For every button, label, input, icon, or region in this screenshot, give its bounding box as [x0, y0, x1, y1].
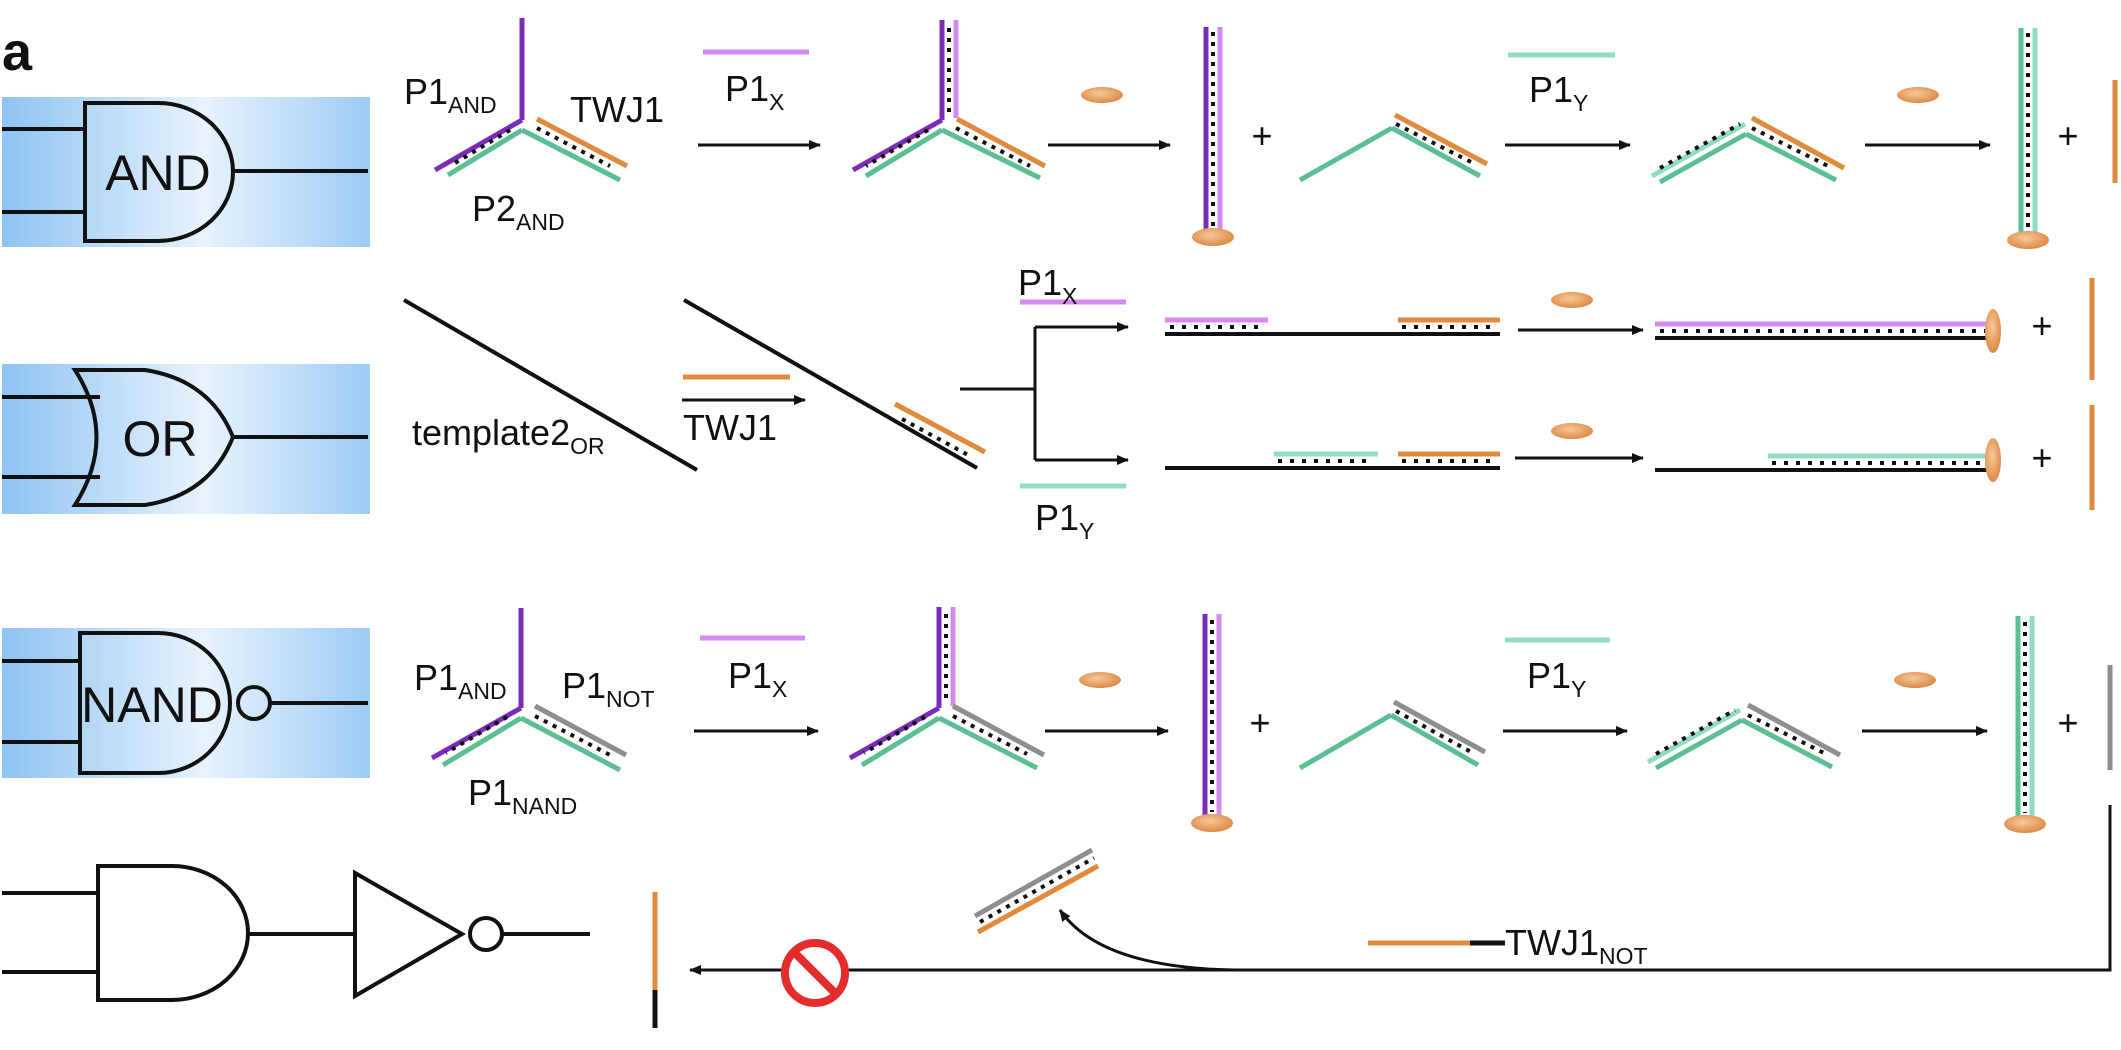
- nand-twj-initial: [430, 608, 628, 773]
- and-row: P1AND TWJ1 P2AND P1X +: [404, 18, 2118, 249]
- enzyme-icon: [1551, 292, 1593, 308]
- enzyme-icon: [1191, 814, 1233, 832]
- label-p1y: P1Y: [1527, 655, 1586, 702]
- enzyme-icon: [2004, 815, 2046, 833]
- p1not-twj1not-duplex: [973, 847, 1100, 935]
- or-template-p1y-twj1: [1165, 451, 1500, 470]
- nand-gate-label: NAND: [81, 677, 223, 733]
- enzyme-icon: [1894, 672, 1936, 688]
- plus-sign: +: [1251, 115, 1272, 156]
- or-gate-label: OR: [123, 411, 198, 467]
- template2or-strand: [402, 298, 699, 472]
- or-template-p1x-twj1: [1165, 317, 1500, 336]
- plus-sign: +: [2057, 115, 2078, 156]
- enzyme-icon: [1079, 672, 1121, 688]
- label-p1not: P1NOT: [562, 665, 655, 712]
- nand-twj-p1y-bound: [1646, 702, 1842, 771]
- enzyme-icon: [1897, 87, 1939, 103]
- label-p1y: P1Y: [1035, 497, 1094, 544]
- nand-twj-released: [1298, 699, 1487, 771]
- plus-sign: +: [1249, 702, 1270, 743]
- and-twj-initial: [433, 18, 629, 183]
- nand-twj-p1x-bound: [848, 607, 1046, 771]
- and-twj-p1x-bound: [851, 20, 1047, 181]
- or-gate-icon: OR: [2, 364, 370, 514]
- label-p1and: P1AND: [404, 71, 497, 118]
- label-twj1: TWJ1: [570, 89, 664, 130]
- or-duplex-p1y: [1655, 438, 2001, 482]
- and-not-equivalent-icon: [2, 864, 590, 1002]
- enzyme-icon: [1081, 87, 1123, 103]
- label-p1x: P1X: [725, 68, 784, 115]
- enzyme-icon: [1551, 423, 1593, 439]
- and-gate-icon: AND: [2, 97, 370, 247]
- label-p1nand: P1NAND: [468, 772, 577, 819]
- and-gate-label: AND: [105, 145, 211, 201]
- label-p1and: P1AND: [414, 657, 507, 704]
- or-template-twj1-bound: [683, 298, 987, 470]
- panel-letter: a: [2, 22, 33, 82]
- and-duplex-p1and-p1x: [1192, 27, 1234, 246]
- enzyme-icon: [1192, 228, 1234, 246]
- label-p1x: P1X: [728, 655, 787, 702]
- label-p1x: P1X: [1018, 262, 1077, 309]
- or-duplex-p1x: [1655, 309, 2001, 353]
- plus-sign: +: [2031, 437, 2052, 478]
- nand-gate-icon: NAND: [2, 628, 370, 778]
- label-p1y: P1Y: [1529, 69, 1588, 116]
- or-branch-arrows: [960, 322, 1129, 465]
- blocked-icon: [781, 939, 849, 1007]
- nand-duplex-p1and-p1x: [1191, 614, 1233, 832]
- enzyme-icon: [1985, 438, 2001, 482]
- nand-feedback-path: [689, 805, 2112, 975]
- and-duplex-p2and-p1y: [2007, 28, 2049, 249]
- enzyme-icon: [1985, 309, 2001, 353]
- enzyme-icon: [2007, 231, 2049, 249]
- nand-row: P1AND P1NOT P1NAND P1X +: [414, 607, 2113, 1028]
- label-p2and: P2AND: [472, 188, 565, 235]
- and-twj-p1y-bound: [1650, 115, 1846, 185]
- or-row: template2OR TWJ1 P1X P1Y: [402, 262, 2095, 544]
- label-template2or: template2OR: [412, 412, 605, 459]
- and-twj-released: [1298, 112, 1489, 183]
- label-twj1not: TWJ1NOT: [1505, 922, 1648, 969]
- plus-sign: +: [2031, 305, 2052, 346]
- nand-duplex-p1nand-p1y: [2004, 616, 2046, 833]
- plus-sign: +: [2057, 702, 2078, 743]
- label-twj1: TWJ1: [683, 407, 777, 448]
